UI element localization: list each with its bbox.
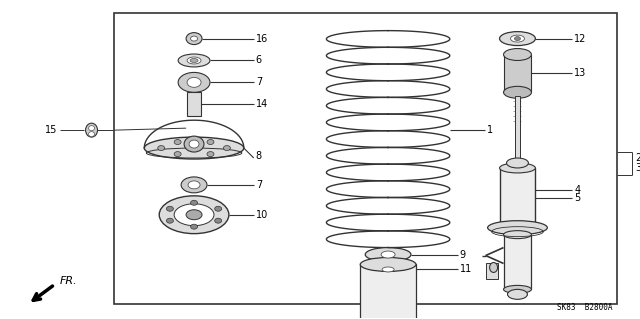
Text: 14: 14	[256, 99, 268, 109]
Bar	[504, 235, 531, 289]
Ellipse shape	[508, 289, 527, 299]
Ellipse shape	[191, 224, 198, 229]
Ellipse shape	[504, 86, 531, 98]
Ellipse shape	[190, 58, 198, 63]
Ellipse shape	[365, 248, 411, 262]
Text: 3: 3	[635, 163, 640, 173]
Ellipse shape	[504, 48, 531, 61]
Ellipse shape	[223, 145, 230, 151]
Ellipse shape	[178, 54, 210, 67]
Text: 7: 7	[256, 180, 262, 190]
Text: SK83  B2800A: SK83 B2800A	[557, 303, 612, 312]
Ellipse shape	[166, 206, 173, 211]
Text: FR.: FR.	[60, 276, 77, 286]
Ellipse shape	[214, 218, 221, 223]
Ellipse shape	[88, 126, 95, 131]
Bar	[515, 96, 520, 165]
Ellipse shape	[157, 145, 164, 151]
Bar	[187, 92, 201, 116]
Ellipse shape	[174, 152, 181, 157]
Ellipse shape	[488, 221, 547, 235]
Ellipse shape	[159, 196, 229, 234]
Ellipse shape	[207, 139, 214, 145]
Text: 11: 11	[460, 264, 472, 274]
Bar	[486, 263, 497, 279]
Ellipse shape	[187, 78, 201, 87]
Text: 8: 8	[256, 151, 262, 161]
Ellipse shape	[381, 251, 395, 258]
Text: 10: 10	[256, 210, 268, 220]
Ellipse shape	[88, 132, 95, 137]
Ellipse shape	[500, 32, 536, 46]
Ellipse shape	[86, 123, 97, 137]
Ellipse shape	[515, 37, 520, 41]
Text: 2: 2	[635, 153, 640, 163]
Ellipse shape	[382, 267, 394, 272]
Ellipse shape	[191, 200, 198, 205]
Ellipse shape	[178, 72, 210, 92]
Text: 9: 9	[460, 249, 466, 260]
Ellipse shape	[189, 140, 199, 148]
Ellipse shape	[500, 223, 536, 233]
Text: 15: 15	[45, 125, 58, 135]
Ellipse shape	[174, 139, 181, 145]
Ellipse shape	[504, 286, 531, 293]
Text: 6: 6	[256, 56, 262, 65]
Bar	[504, 55, 531, 92]
Ellipse shape	[174, 204, 214, 226]
Ellipse shape	[207, 152, 214, 157]
Text: 4: 4	[574, 185, 580, 195]
Ellipse shape	[511, 35, 524, 42]
Ellipse shape	[186, 210, 202, 220]
Ellipse shape	[504, 231, 531, 239]
Ellipse shape	[166, 218, 173, 223]
Ellipse shape	[144, 137, 244, 159]
Ellipse shape	[214, 206, 221, 211]
Bar	[500, 168, 536, 228]
Ellipse shape	[191, 36, 198, 41]
Bar	[115, 13, 617, 304]
Bar	[360, 264, 416, 319]
Text: 5: 5	[574, 193, 580, 203]
Ellipse shape	[490, 263, 497, 272]
Text: 16: 16	[256, 33, 268, 44]
Text: 7: 7	[256, 78, 262, 87]
Ellipse shape	[188, 181, 200, 189]
Text: 12: 12	[574, 33, 587, 44]
Text: 13: 13	[574, 68, 586, 78]
Ellipse shape	[186, 33, 202, 45]
Ellipse shape	[500, 163, 536, 173]
Ellipse shape	[187, 57, 201, 64]
Ellipse shape	[181, 177, 207, 193]
Text: 1: 1	[486, 125, 493, 135]
Ellipse shape	[360, 257, 416, 271]
Ellipse shape	[506, 158, 529, 168]
Ellipse shape	[184, 136, 204, 152]
